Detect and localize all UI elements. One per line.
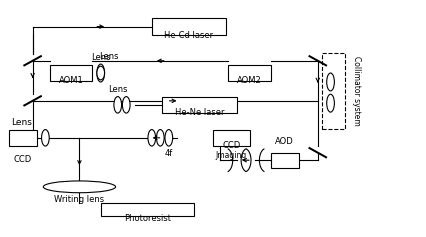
Text: Photoresist: Photoresist [124, 214, 171, 223]
Bar [49, 65, 92, 81]
Text: CCD: CCD [222, 141, 240, 150]
Text: Lens: Lens [91, 53, 110, 62]
Text: Lens: Lens [12, 118, 32, 127]
Text: AOD: AOD [275, 137, 294, 146]
Ellipse shape [43, 181, 115, 193]
Ellipse shape [164, 130, 172, 146]
Ellipse shape [41, 130, 49, 146]
Bar [162, 97, 236, 113]
Bar [271, 153, 298, 168]
Text: Writing lens: Writing lens [54, 195, 104, 204]
Text: He-Ne laser: He-Ne laser [175, 108, 224, 117]
Bar [101, 203, 194, 216]
Ellipse shape [114, 97, 121, 113]
Text: Collimator system: Collimator system [351, 56, 360, 126]
Ellipse shape [97, 66, 104, 80]
Bar [228, 65, 271, 81]
Ellipse shape [148, 130, 155, 146]
Ellipse shape [156, 130, 164, 146]
Bar [213, 130, 249, 146]
Ellipse shape [122, 97, 130, 113]
Text: CCD: CCD [14, 155, 32, 164]
Bar [151, 18, 226, 35]
Ellipse shape [326, 94, 334, 112]
Text: He-Cd laser: He-Cd laser [164, 31, 213, 40]
Ellipse shape [97, 64, 104, 82]
Text: Jmaging: Jmaging [215, 150, 246, 160]
Text: AOM1: AOM1 [58, 76, 83, 85]
Bar [9, 130, 37, 146]
Text: 4f: 4f [164, 149, 173, 158]
Text: AOM2: AOM2 [237, 76, 262, 85]
Bar [321, 53, 345, 129]
Text: Lens: Lens [99, 52, 119, 61]
Text: Lens: Lens [108, 85, 127, 94]
Ellipse shape [326, 73, 334, 91]
